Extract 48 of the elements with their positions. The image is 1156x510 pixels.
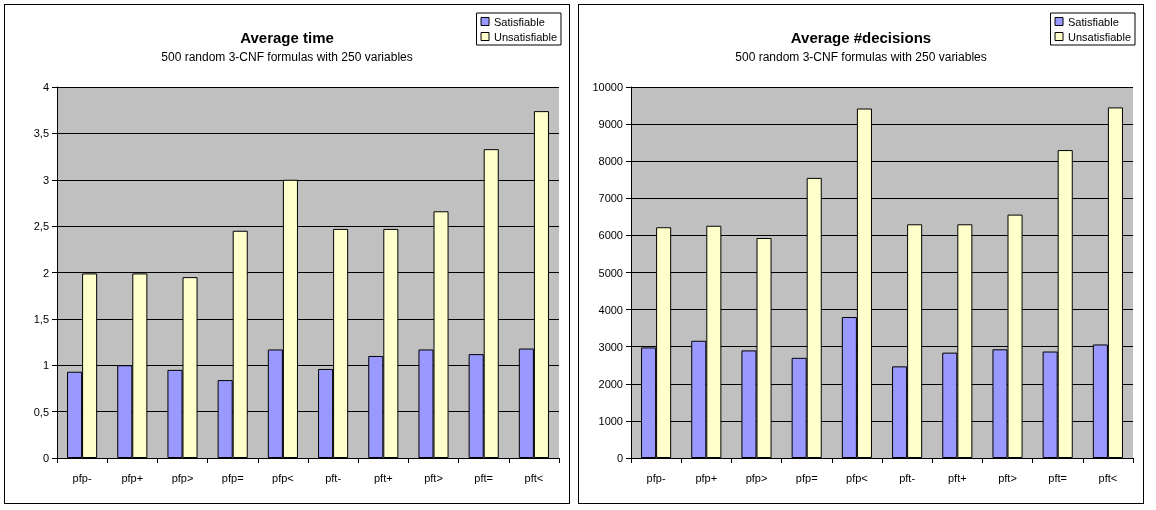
y-tick-label: 4 — [42, 81, 49, 93]
x-tick-label: pft< — [524, 471, 544, 484]
chart-title: Average #decisions — [790, 29, 932, 46]
y-tick-label: 0 — [616, 452, 623, 464]
y-tick-label: 1 — [42, 359, 49, 372]
y-tick-label: 3 — [42, 173, 49, 186]
x-tick-label: pfp> — [745, 471, 768, 484]
y-tick-label: 1,5 — [33, 312, 49, 325]
x-tick-label: pft- — [899, 471, 916, 484]
x-tick-label: pfp= — [221, 471, 244, 484]
legend-label: Satisfiable — [494, 15, 545, 28]
chart-subtitle: 500 random 3-CNF formulas with 250 variables — [161, 50, 413, 64]
x-tick-label: pft< — [1098, 471, 1118, 484]
x-tick-label: pft> — [424, 471, 443, 484]
chart-title: Average time — [240, 29, 334, 46]
y-tick-label: 2000 — [598, 377, 623, 390]
x-tick-label: pfp= — [795, 471, 818, 484]
chart-subtitle: 500 random 3-CNF formulas with 250 variables — [735, 50, 987, 64]
x-tick-label: pft= — [474, 471, 494, 484]
x-tick-label: pft> — [998, 471, 1017, 484]
x-tick-label: pfp- — [646, 471, 666, 484]
x-tick-label: pft+ — [947, 471, 967, 484]
x-tick-label: pft- — [325, 471, 342, 484]
x-tick-label: pfp- — [72, 471, 92, 484]
y-tick-label: 9000 — [598, 118, 623, 131]
y-tick-label: 6000 — [598, 229, 623, 242]
x-tick-label: pfp> — [171, 471, 194, 484]
x-tick-label: pfp+ — [695, 471, 718, 484]
y-tick-label: 3000 — [598, 340, 623, 353]
y-tick-label: 10000 — [592, 81, 623, 93]
y-tick-label: 5000 — [598, 266, 623, 279]
y-tick-label: 2 — [42, 266, 49, 279]
y-tick-label: 1000 — [598, 414, 623, 427]
x-tick-label: pft= — [1048, 471, 1068, 484]
x-tick-label: pfp+ — [121, 471, 144, 484]
y-tick-label: 8000 — [598, 155, 623, 168]
legend-label: Unsatisfiable — [1068, 30, 1132, 43]
y-tick-label: 2,5 — [33, 220, 49, 233]
y-tick-label: 0 — [42, 452, 49, 464]
y-tick-label: 4000 — [598, 303, 623, 316]
x-tick-label: pfp< — [846, 471, 868, 484]
y-tick-label: 0,5 — [33, 405, 49, 418]
x-tick-label: pft+ — [373, 471, 393, 484]
y-tick-label: 3,5 — [33, 127, 49, 140]
x-tick-label: pfp< — [272, 471, 294, 484]
legend-label: Satisfiable — [1068, 15, 1119, 28]
y-tick-label: 7000 — [598, 192, 623, 205]
legend-label: Unsatisfiable — [494, 30, 558, 43]
